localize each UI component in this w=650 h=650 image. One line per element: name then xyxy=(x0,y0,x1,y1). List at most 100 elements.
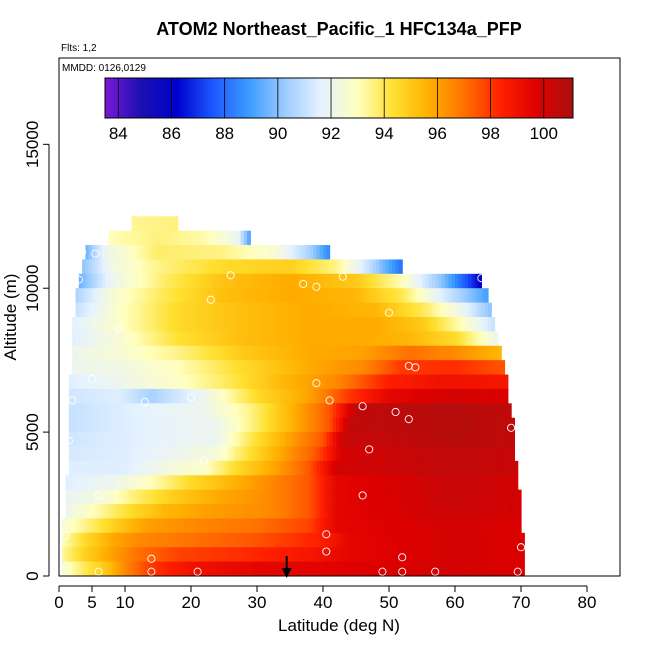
heatmap-cell xyxy=(167,504,172,520)
heatmap-cell xyxy=(402,504,407,520)
heatmap-cell xyxy=(461,504,466,520)
heatmap-cell xyxy=(177,475,182,491)
heatmap-cell xyxy=(280,446,284,462)
heatmap-cell xyxy=(296,259,301,275)
heatmap-cell xyxy=(101,374,106,390)
heatmap-cell xyxy=(392,388,397,404)
heatmap-cell xyxy=(448,388,453,404)
heatmap-cell xyxy=(303,561,308,576)
heatmap-cell xyxy=(62,532,67,548)
heatmap-cell xyxy=(92,331,96,347)
heatmap-cell xyxy=(392,518,397,534)
heatmap-cell xyxy=(105,345,110,361)
heatmap-cell xyxy=(92,475,96,491)
heatmap-cell xyxy=(372,460,377,476)
heatmap-cell xyxy=(191,417,195,433)
heatmap-cell xyxy=(299,388,304,404)
heatmap-cell xyxy=(78,504,83,520)
heatmap-cell xyxy=(290,532,294,548)
heatmap-cell xyxy=(98,504,103,520)
heatmap-cell xyxy=(85,259,90,275)
heatmap-cell xyxy=(230,360,235,376)
heatmap-cell xyxy=(194,561,199,576)
heatmap-cell xyxy=(250,432,255,448)
sample-point xyxy=(398,553,407,562)
y-tick-label: 0 xyxy=(23,571,42,580)
heatmap-cell xyxy=(415,475,420,491)
heatmap-cell xyxy=(115,273,119,289)
heatmap-cell xyxy=(237,417,242,433)
heatmap-cell xyxy=(220,475,225,491)
heatmap-cell xyxy=(293,489,298,505)
heatmap-cell xyxy=(329,561,334,576)
heatmap-cell xyxy=(108,245,113,261)
heatmap-cell xyxy=(415,518,420,534)
heatmap-cell xyxy=(111,345,116,361)
heatmap-cell xyxy=(488,345,492,361)
heatmap-cell xyxy=(379,489,383,505)
heatmap-cell xyxy=(484,518,489,534)
heatmap-cell xyxy=(131,360,136,376)
heatmap-cell xyxy=(72,489,77,505)
heatmap-cell xyxy=(478,302,482,318)
heatmap-cell xyxy=(118,417,123,433)
heatmap-cell xyxy=(511,475,515,491)
heatmap-cell xyxy=(276,259,281,275)
heatmap-cell xyxy=(435,446,440,462)
heatmap-cell xyxy=(101,518,106,534)
heatmap-cell xyxy=(174,417,179,433)
heatmap-cell xyxy=(177,317,182,332)
heatmap-cell xyxy=(458,331,463,347)
heatmap-cell xyxy=(101,259,106,275)
heatmap-cell xyxy=(293,360,298,376)
heatmap-cell xyxy=(207,360,212,376)
heatmap-cell xyxy=(336,259,341,275)
heatmap-cell xyxy=(158,245,162,261)
heatmap-cell xyxy=(220,446,225,462)
heatmap-cell xyxy=(197,230,202,246)
heatmap-cell xyxy=(395,388,400,404)
heatmap-cell xyxy=(164,403,169,419)
heatmap-cell xyxy=(448,288,453,304)
heatmap-cell xyxy=(85,302,90,318)
heatmap-cell xyxy=(349,460,354,476)
heatmap-cell xyxy=(128,302,133,318)
heatmap-cell xyxy=(184,273,189,289)
heatmap-cell xyxy=(306,259,311,275)
heatmap-cell xyxy=(240,273,245,289)
heatmap-cell xyxy=(108,345,113,361)
heatmap-cell xyxy=(101,388,106,404)
heatmap-cell xyxy=(441,360,446,376)
heatmap-cell xyxy=(458,273,463,289)
heatmap-cell xyxy=(131,432,136,448)
heatmap-cell xyxy=(451,460,456,476)
heatmap-cell xyxy=(270,417,275,433)
heatmap-cell xyxy=(296,417,301,433)
heatmap-cell xyxy=(441,403,446,419)
heatmap-cell xyxy=(412,532,416,548)
heatmap-cell xyxy=(200,288,205,304)
heatmap-cell xyxy=(181,432,185,448)
heatmap-cell xyxy=(131,230,136,246)
heatmap-cell xyxy=(306,504,311,520)
heatmap-cell xyxy=(352,561,357,576)
heatmap-cell xyxy=(95,460,100,476)
heatmap-cell xyxy=(385,345,390,361)
heatmap-cell xyxy=(230,432,235,448)
heatmap-cell xyxy=(78,273,83,289)
heatmap-cell xyxy=(415,288,420,304)
heatmap-cell xyxy=(115,547,119,563)
heatmap-cell xyxy=(128,331,133,347)
heatmap-cell xyxy=(141,489,146,505)
heatmap-cell xyxy=(435,360,440,376)
heatmap-cell xyxy=(263,532,268,548)
heatmap-cell xyxy=(392,504,397,520)
heatmap-cell xyxy=(167,532,172,548)
heatmap-cell xyxy=(484,288,489,304)
heatmap-cell xyxy=(217,504,222,520)
heatmap-cell xyxy=(497,561,502,576)
heatmap-cell xyxy=(240,532,245,548)
heatmap-cell xyxy=(494,360,499,376)
heatmap-cell xyxy=(134,489,139,505)
heatmap-cell xyxy=(266,245,271,261)
